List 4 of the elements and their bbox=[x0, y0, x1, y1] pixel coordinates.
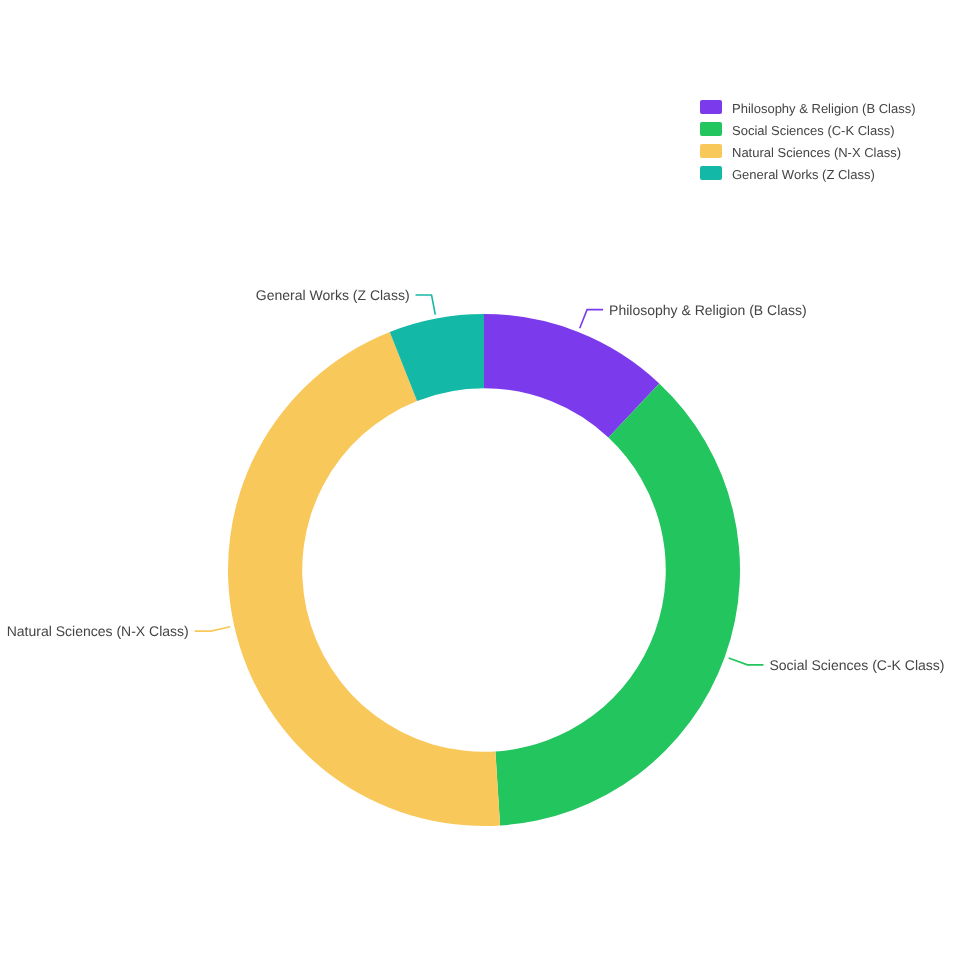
donut-slice bbox=[228, 331, 501, 826]
donut-slice bbox=[495, 383, 740, 826]
donut-slice bbox=[389, 314, 484, 401]
donut-slice bbox=[484, 314, 660, 438]
